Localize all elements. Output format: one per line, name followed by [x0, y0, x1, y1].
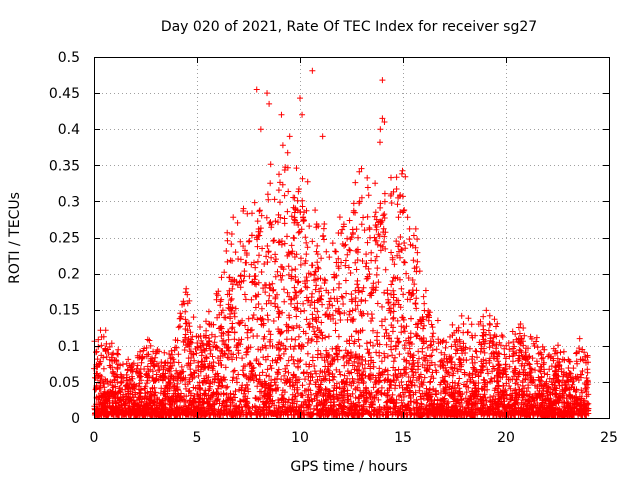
y-tick-label: 0.15 [49, 303, 80, 319]
x-tick-label: 0 [90, 430, 99, 446]
outlier-point [257, 126, 264, 133]
y-tick-label: 0.25 [49, 231, 80, 247]
outlier-point [264, 90, 271, 97]
x-tick-label: 25 [600, 430, 618, 446]
x-tick-label: 15 [394, 430, 412, 446]
outlier-point [379, 77, 386, 84]
outlier-point [309, 67, 316, 74]
outlier-point [319, 133, 326, 140]
y-tick-label: 0.35 [49, 158, 80, 174]
y-tick-label: 0 [71, 411, 80, 427]
y-tick-label: 0.4 [58, 122, 80, 138]
y-tick-label: 0.1 [58, 339, 80, 355]
y-tick-label: 0.05 [49, 375, 80, 391]
outlier-point [381, 118, 388, 125]
outlier-point [253, 86, 260, 93]
outlier-point [299, 111, 306, 118]
outlier-point [377, 126, 384, 133]
x-axis-label: GPS time / hours [290, 459, 407, 475]
outlier-point [266, 100, 273, 107]
y-tick-label: 0.3 [58, 194, 80, 210]
y-axis-label: ROTI / TECUs [7, 192, 23, 284]
chart-title: Day 020 of 2021, Rate Of TEC Index for r… [161, 19, 537, 35]
data-point-cloud [91, 139, 592, 419]
outlier-point [286, 133, 293, 140]
axis-ticks [94, 57, 610, 419]
x-tick-label: 5 [193, 430, 202, 446]
axis-tick-labels: 0 5 10 15 20 25 0 0.05 0.1 0.15 0.2 0.25 0.3 0.35 0.4 0… [49, 50, 618, 446]
outlier-point [297, 95, 303, 102]
y-tick-label: 0.5 [58, 50, 80, 66]
x-tick-label: 10 [291, 430, 309, 446]
outlier-point [278, 111, 285, 118]
y-tick-label: 0.45 [49, 86, 80, 102]
x-tick-label: 20 [497, 430, 515, 446]
y-tick-label: 0.2 [58, 267, 80, 283]
outlier-point [379, 115, 386, 122]
data-points [91, 67, 592, 419]
